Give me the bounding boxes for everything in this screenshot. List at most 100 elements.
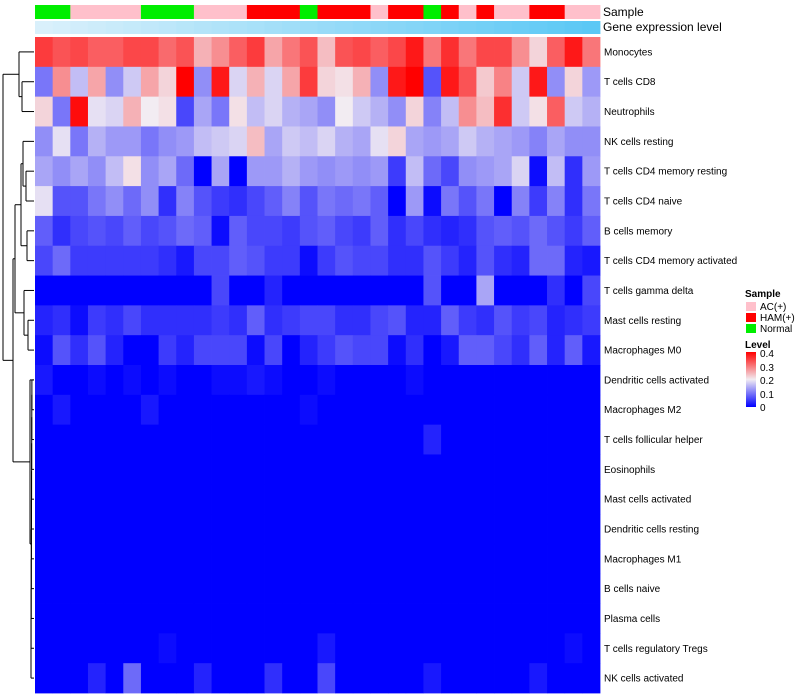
heatmap-cell: [582, 37, 601, 68]
row-label: B cells memory: [604, 226, 672, 237]
heatmap-cell: [494, 573, 513, 604]
heatmap-cell: [264, 245, 283, 276]
heatmap-cell: [211, 663, 230, 694]
heatmap-cell: [317, 603, 336, 634]
heatmap-cell: [476, 484, 495, 515]
sample-cell: [211, 5, 230, 19]
heatmap-cell: [282, 186, 301, 217]
heatmap-cell: [229, 305, 248, 336]
heatmap-cell: [123, 394, 142, 426]
heatmap-cell: [105, 66, 124, 98]
heatmap-cell: [370, 126, 389, 157]
expression-level-cell: [352, 21, 371, 34]
heatmap-cell: [246, 633, 265, 664]
heatmap-cell: [52, 424, 71, 455]
heatmap-cell: [158, 365, 177, 396]
heatmap-cell: [158, 424, 177, 455]
heatmap-cell: [123, 365, 142, 396]
legend-sample-title: Sample: [745, 289, 781, 300]
heatmap-cell: [529, 275, 548, 306]
heatmap-cell: [511, 394, 530, 426]
heatmap-cell: [370, 215, 389, 247]
heatmap-cell: [264, 186, 283, 217]
heatmap-cell: [123, 66, 142, 98]
heatmap-cell: [264, 543, 283, 575]
heatmap-cell: [423, 633, 442, 664]
heatmap-cell: [176, 603, 195, 634]
heatmap-cell: [317, 365, 336, 396]
heatmap-cell: [317, 126, 336, 157]
heatmap-cell: [582, 543, 601, 575]
heatmap-cell: [547, 514, 566, 545]
heatmap-cell: [529, 394, 548, 426]
heatmap-cell: [299, 514, 318, 545]
heatmap-cell: [193, 275, 212, 306]
heatmap-cell: [317, 66, 336, 98]
heatmap-cell: [335, 543, 354, 575]
row-label: Eosinophils: [604, 465, 655, 476]
heatmap-cell: [317, 573, 336, 604]
heatmap-cell: [35, 514, 54, 545]
heatmap-cell: [547, 335, 566, 366]
heatmap-cell: [458, 484, 477, 515]
heatmap-cell: [423, 215, 442, 247]
expression-level-cell: [388, 21, 407, 34]
expression-level-cell: [52, 21, 71, 34]
heatmap-cell: [370, 514, 389, 545]
heatmap-cell: [335, 335, 354, 366]
heatmap-cell: [158, 245, 177, 276]
heatmap-cell: [511, 424, 530, 455]
heatmap-cell: [52, 186, 71, 217]
expression-level-cell: [458, 21, 477, 34]
heatmap-cell: [352, 603, 371, 634]
heatmap-cell: [441, 424, 460, 455]
heatmap-cell: [105, 633, 124, 664]
heatmap-cell: [211, 454, 230, 485]
heatmap-cell: [441, 335, 460, 366]
heatmap-cell: [564, 186, 583, 217]
heatmap-cell: [52, 305, 71, 336]
heatmap-cell: [193, 37, 212, 68]
row-label: Macrophages M2: [604, 405, 682, 416]
heatmap-cell: [35, 96, 54, 127]
heatmap-cell: [229, 335, 248, 366]
heatmap-cell: [547, 454, 566, 485]
heatmap-cell: [246, 603, 265, 634]
row-label: Mast cells resting: [604, 316, 681, 327]
heatmap-cell: [158, 37, 177, 68]
heatmap-cell: [229, 186, 248, 217]
sample-cell: [87, 5, 107, 19]
expression-level-cell: [246, 21, 265, 34]
heatmap-cell: [547, 484, 566, 515]
heatmap-cell: [246, 37, 265, 68]
heatmap-cell: [370, 663, 389, 694]
heatmap-cell: [547, 156, 566, 187]
heatmap-cell: [35, 335, 54, 366]
heatmap-cell: [193, 603, 212, 634]
heatmap-cell: [123, 424, 142, 455]
heatmap-cell: [423, 186, 442, 217]
heatmap-cell: [140, 37, 159, 68]
row-label: T cells follicular helper: [604, 435, 703, 446]
heatmap-cell: [229, 365, 248, 396]
heatmap-cell: [529, 633, 548, 664]
heatmap-cell: [529, 66, 548, 98]
heatmap-cell: [52, 37, 71, 68]
heatmap-cell: [352, 365, 371, 396]
heatmap-cell: [229, 126, 248, 157]
heatmap-cell: [317, 305, 336, 336]
heatmap-cell: [176, 573, 195, 604]
heatmap-cell: [458, 663, 477, 694]
heatmap-cell: [70, 543, 89, 575]
heatmap-cell: [105, 663, 124, 694]
heatmap-cell: [158, 186, 177, 217]
sample-cell: [388, 5, 407, 19]
heatmap-cell: [317, 245, 336, 276]
heatmap-cell: [335, 186, 354, 217]
heatmap-cell: [35, 454, 54, 485]
heatmap-cell: [87, 484, 107, 515]
heatmap-cell: [87, 96, 107, 127]
heatmap-cell: [140, 66, 159, 98]
heatmap-cell: [52, 335, 71, 366]
row-label: B cells naive: [604, 584, 661, 595]
